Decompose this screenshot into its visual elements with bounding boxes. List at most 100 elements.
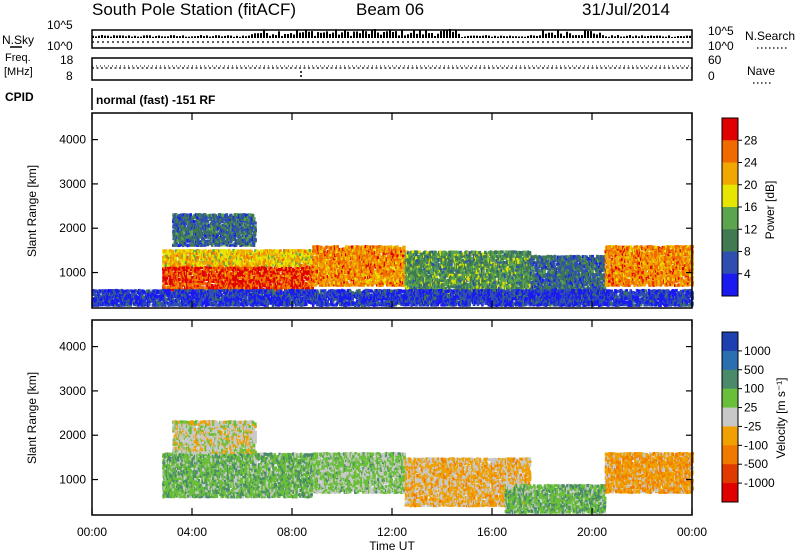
heatmap-cell xyxy=(284,287,288,291)
heatmap-cell xyxy=(189,265,192,269)
heatmap-cell xyxy=(164,249,167,253)
noise-sky-bar xyxy=(410,32,412,38)
heatmap-cell xyxy=(235,265,239,269)
heatmap-cell xyxy=(263,257,266,261)
heatmap-cell xyxy=(396,245,399,249)
heatmap-cell xyxy=(321,275,324,280)
heatmap-cell xyxy=(326,282,330,287)
heatmap-cell xyxy=(307,253,311,257)
heatmap-cell xyxy=(379,257,383,262)
heatmap-cell xyxy=(189,213,192,217)
heatmap-cell xyxy=(309,261,312,265)
station-title: South Pole Station (fitACF) xyxy=(92,0,296,19)
heatmap-cell xyxy=(280,287,283,291)
heatmap-cell xyxy=(339,247,343,252)
noise-sky-bar xyxy=(626,35,628,38)
heatmap-cell xyxy=(354,277,358,281)
heatmap-cell xyxy=(228,253,231,257)
heatmap-cell xyxy=(289,268,292,272)
heatmap-cell xyxy=(188,269,191,273)
heatmap-cell xyxy=(263,253,266,257)
heatmap-cell xyxy=(228,269,231,273)
heatmap-cell xyxy=(382,275,386,279)
heatmap-cell xyxy=(162,283,165,287)
heatmap-cell xyxy=(233,277,237,281)
heatmap-cell xyxy=(207,277,211,281)
heatmap-cell xyxy=(284,278,288,282)
heatmap-cell xyxy=(258,253,262,257)
heatmap-cell xyxy=(280,267,283,272)
nave-label: Nave xyxy=(747,64,775,78)
noise-sky-bar xyxy=(443,30,445,38)
heatmap-cell xyxy=(238,231,241,236)
heatmap-cell xyxy=(357,269,361,273)
heatmap-cell xyxy=(355,251,359,255)
heatmap-cell xyxy=(339,277,342,281)
heatmap-cell xyxy=(394,281,397,285)
heatmap-cell xyxy=(314,249,318,253)
heatmap-cell xyxy=(235,251,239,255)
heatmap-cell xyxy=(364,247,367,251)
heatmap-cell xyxy=(403,249,406,253)
heatmap-cell xyxy=(408,266,411,270)
heatmap-cell xyxy=(390,251,394,255)
heatmap-cell xyxy=(377,269,381,273)
heatmap-cell xyxy=(231,235,234,239)
heatmap-cell xyxy=(233,223,236,227)
heatmap-cell xyxy=(188,251,192,255)
heatmap-cell xyxy=(397,282,400,287)
heatmap-cell xyxy=(178,271,181,276)
heatmap-cell xyxy=(214,263,217,267)
heatmap-cell xyxy=(415,280,419,285)
heatmap-cell xyxy=(335,277,338,281)
heatmap-cell xyxy=(413,286,417,290)
heatmap-cell xyxy=(274,271,278,275)
heatmap-cell xyxy=(253,233,257,237)
heatmap-cell xyxy=(407,262,410,266)
heatmap-cell xyxy=(450,256,453,260)
heatmap-cell xyxy=(262,277,265,281)
heatmap-cell xyxy=(400,283,404,287)
heatmap-cell xyxy=(324,263,328,267)
noise-sky-bar xyxy=(446,30,448,38)
heatmap-cell xyxy=(333,269,337,273)
heatmap-cell xyxy=(194,235,197,240)
heatmap-cell xyxy=(350,269,354,273)
heatmap-cell xyxy=(320,265,323,269)
heatmap-cell xyxy=(392,249,396,253)
heatmap-cell xyxy=(212,253,215,257)
heatmap-cell xyxy=(174,235,177,239)
heatmap-cell xyxy=(418,275,422,279)
heatmap-cell xyxy=(183,237,187,241)
heatmap-cell xyxy=(174,272,178,276)
heatmap-cell xyxy=(389,245,393,249)
heatmap-cell xyxy=(193,261,196,265)
heatmap-cell xyxy=(249,271,253,275)
heatmap-cell xyxy=(222,218,225,222)
heatmap-cell xyxy=(171,275,174,279)
heatmap-cell xyxy=(376,253,379,257)
heatmap-cell xyxy=(444,254,447,258)
heatmap-cell xyxy=(197,221,200,225)
heatmap-cell xyxy=(370,247,374,251)
heatmap-cell xyxy=(191,235,195,239)
heatmap-cell xyxy=(174,255,178,260)
heatmap-cell xyxy=(249,259,253,263)
heatmap-cell xyxy=(216,233,219,237)
freq-unit: [MHz] xyxy=(4,66,33,78)
heatmap-cell xyxy=(199,240,203,244)
heatmap-cell xyxy=(378,253,381,257)
heatmap-cell xyxy=(216,241,220,245)
heatmap-cell xyxy=(358,267,361,272)
heatmap-cell xyxy=(433,276,436,280)
heatmap-cell xyxy=(442,278,445,282)
heatmap-cell xyxy=(299,273,303,278)
heatmap-cell xyxy=(406,279,409,283)
heatmap-cell xyxy=(250,255,254,259)
heatmap-cell xyxy=(310,257,314,261)
heatmap-cell xyxy=(175,220,178,224)
heatmap-cell xyxy=(363,249,366,253)
heatmap-cell xyxy=(193,253,197,257)
heatmap-cell xyxy=(308,255,312,259)
heatmap-cell xyxy=(347,273,351,277)
